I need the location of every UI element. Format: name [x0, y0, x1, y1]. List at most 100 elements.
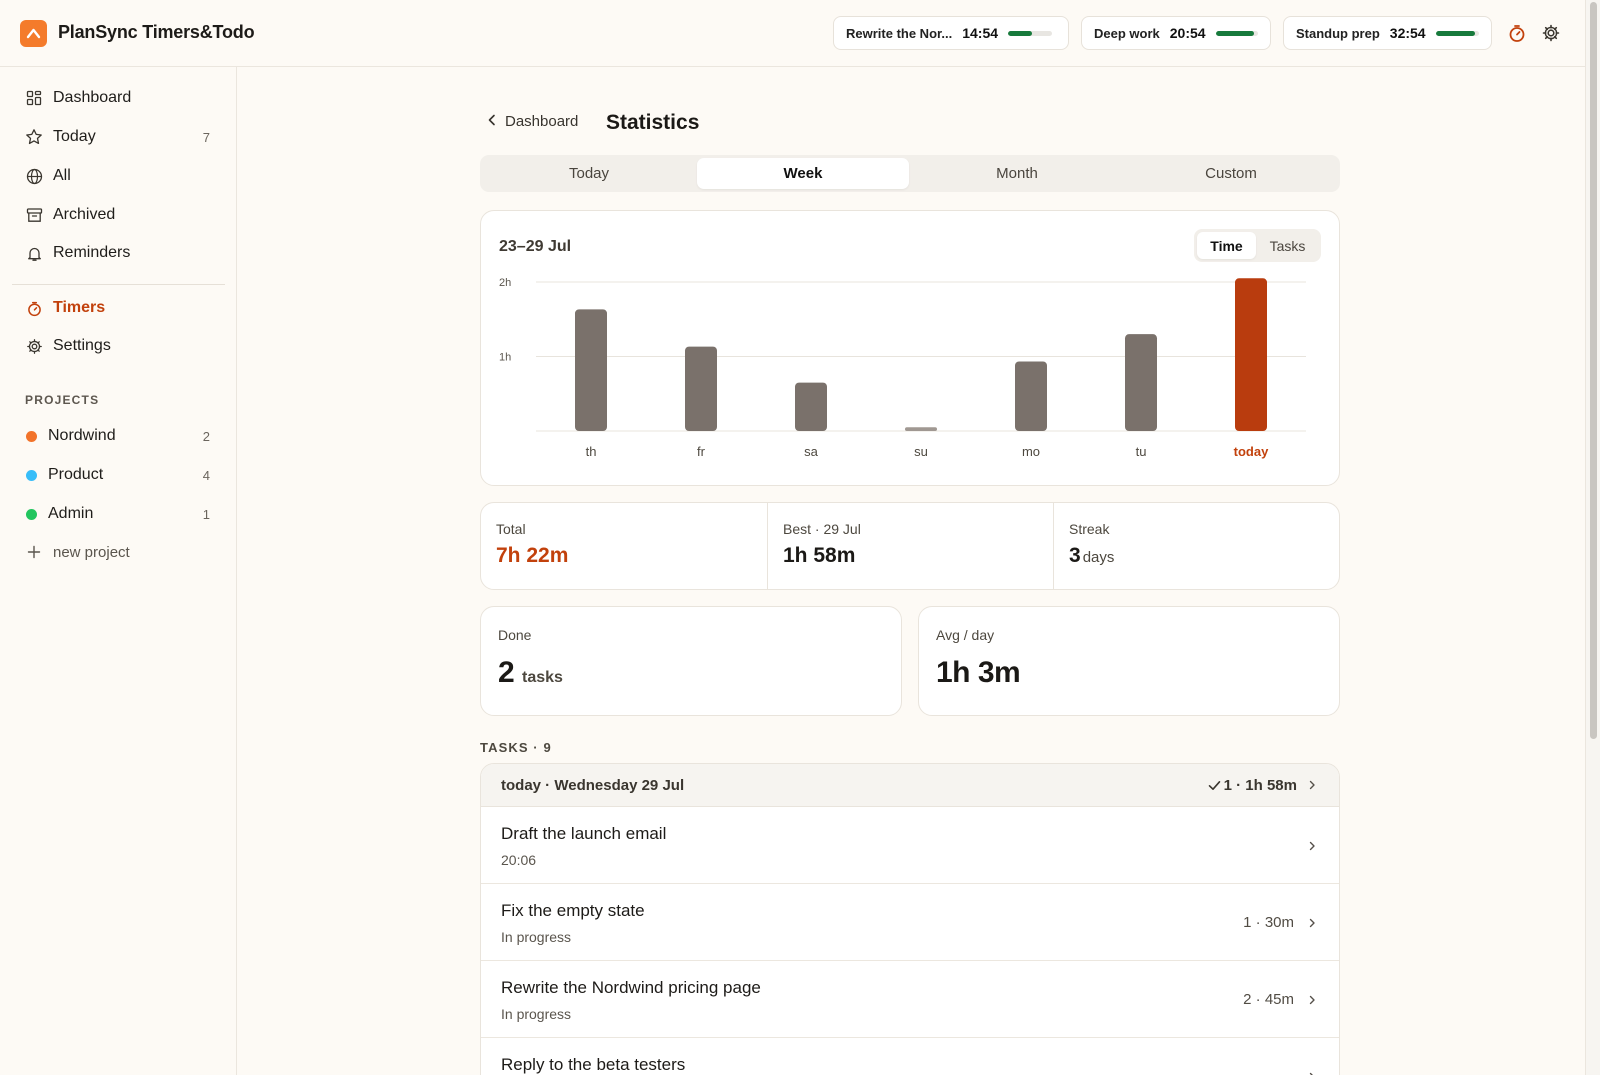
task-title: Fix the empty state: [501, 901, 645, 920]
task-row[interactable]: Fix the empty state In progress 1 · 30m: [481, 884, 1339, 961]
chart-bar-tu[interactable]: [1125, 334, 1157, 431]
tasks-heading: TASKS · 9: [480, 740, 552, 755]
task-title: Rewrite the Nordwind pricing page: [501, 978, 761, 997]
sidebar-item-count: 7: [202, 129, 210, 145]
sidebar-item-label: Today: [53, 128, 96, 145]
plus-icon: [25, 543, 43, 561]
scrollbar-thumb[interactable]: [1590, 2, 1597, 739]
stat-total: Total 7h 22m: [481, 503, 767, 589]
tab-custom[interactable]: Custom: [1205, 165, 1257, 182]
sidebar-item-archived[interactable]: Archived: [12, 197, 225, 233]
chart-bar-su[interactable]: [905, 427, 937, 431]
dashboard-icon: [25, 89, 43, 107]
task-meta: 2 · 45m: [1243, 991, 1294, 1008]
sidebar-item-all[interactable]: All: [12, 158, 225, 194]
task-meta: 1 · 30m: [1243, 914, 1294, 931]
sidebar-item-today[interactable]: Today 7: [12, 119, 225, 155]
timer-progress-bar: [1215, 30, 1258, 36]
sidebar-item-label: All: [53, 167, 71, 184]
toggle-tasks[interactable]: Tasks: [1269, 237, 1306, 254]
stopwatch-icon[interactable]: [1506, 22, 1528, 44]
bell-icon: [25, 244, 43, 262]
chart-card: 23–29 Jul Time Tasks 1h 2h th fr sa su mo tu tod…: [480, 210, 1340, 486]
avg-value: 1h 3m: [936, 656, 1021, 689]
timer-time: 32:54: [1389, 25, 1426, 41]
chart-bar-mo[interactable]: [1015, 361, 1047, 431]
period-tabs: Today Week Month Custom: [480, 155, 1340, 192]
x-tick-label: su: [914, 444, 928, 459]
tab-month[interactable]: Month: [996, 165, 1038, 182]
task-row[interactable]: Rewrite the Nordwind pricing page In pro…: [481, 961, 1339, 1038]
sidebar-divider: [12, 284, 225, 285]
tab-today[interactable]: Today: [568, 165, 610, 182]
group-summary: 1 · 1h 58m: [1223, 776, 1297, 794]
project-color-dot: [26, 469, 37, 481]
y-tick-label: 1h: [499, 352, 511, 364]
chart-bar-today[interactable]: [1235, 278, 1267, 431]
chart-bar-th[interactable]: [575, 309, 607, 431]
stat-value: 7h 22m: [496, 544, 569, 567]
timer-name: Deep work: [1094, 25, 1160, 41]
project-color-dot: [26, 508, 37, 520]
star-icon: [25, 128, 43, 146]
tab-week[interactable]: Week: [697, 158, 909, 189]
running-timer-chip[interactable]: Rewrite the Nor... 14:54: [833, 16, 1069, 50]
sidebar-project-admin[interactable]: Admin 1: [12, 496, 225, 532]
stat-best: Best · 29 Jul 1h 58m: [767, 503, 1053, 589]
chart-bar-fr[interactable]: [685, 346, 717, 431]
project-count: 4: [202, 467, 210, 483]
timer-name: Standup prep: [1296, 25, 1380, 41]
chart-bar-sa[interactable]: [795, 382, 827, 431]
app-logo-icon: [20, 20, 47, 47]
sidebar-project-nordwind[interactable]: Nordwind 2: [12, 418, 225, 454]
x-tick-label: th: [586, 444, 597, 459]
gear-icon[interactable]: [1540, 22, 1562, 44]
timer-progress-bar: [1008, 30, 1053, 36]
avg-card: Avg / day 1h 3m: [918, 606, 1340, 716]
app-title: PlanSync Timers&Todo: [58, 22, 255, 42]
timer-time: 20:54: [1169, 25, 1206, 41]
task-subtitle: In progress: [501, 1006, 572, 1022]
new-project-button[interactable]: new project: [12, 534, 225, 570]
task-group-header[interactable]: today · Wednesday 29 Jul 1 · 1h 58m: [481, 764, 1339, 807]
sidebar-item-settings[interactable]: Settings: [12, 328, 225, 364]
stat-streak: Streak 3 days: [1053, 503, 1339, 589]
sidebar-item-label: Dashboard: [53, 89, 132, 106]
toggle-time[interactable]: Time: [1197, 232, 1256, 259]
task-row[interactable]: Reply to the beta testers: [481, 1038, 1339, 1075]
sidebar-item-reminders[interactable]: Reminders: [12, 235, 225, 271]
sidebar-item-timers[interactable]: Timers: [12, 290, 225, 326]
back-link-label: Dashboard: [505, 113, 579, 130]
sidebar-item-label: Archived: [53, 206, 116, 223]
back-to-dashboard-link[interactable]: Dashboard: [487, 113, 578, 130]
gear-icon: [25, 337, 43, 355]
x-tick-label: today: [1234, 444, 1269, 459]
x-tick-label: tu: [1136, 444, 1147, 459]
timer-name: Rewrite the Nor...: [846, 25, 953, 41]
projects-heading: PROJECTS: [25, 393, 100, 407]
sidebar-item-dashboard[interactable]: Dashboard: [12, 80, 225, 116]
check-icon: [1208, 777, 1224, 794]
sidebar-item-label: Timers: [53, 299, 106, 316]
tasks-list: today · Wednesday 29 Jul 1 · 1h 58m Draf…: [480, 763, 1340, 1075]
metric-toggle: Time Tasks: [1194, 229, 1321, 262]
running-timer-chip[interactable]: Deep work 20:54: [1081, 16, 1271, 50]
chevron-right-icon: [1307, 918, 1317, 928]
avg-label: Avg / day: [936, 627, 995, 643]
task-row[interactable]: Draft the launch email 20:06: [481, 807, 1339, 884]
task-title: Draft the launch email: [501, 824, 667, 843]
stats-summary: Total 7h 22m Best · 29 Jul 1h 58m Streak…: [480, 502, 1340, 590]
chevron-left-icon: [487, 113, 497, 130]
group-label: today · Wednesday 29 Jul: [501, 776, 685, 794]
chevron-right-icon: [1307, 995, 1317, 1005]
new-project-label: new project: [53, 543, 130, 561]
stat-label: Streak: [1069, 521, 1110, 537]
y-tick-label: 2h: [499, 277, 511, 289]
sidebar-project-product[interactable]: Product 4: [12, 457, 225, 493]
project-color-dot: [26, 430, 37, 442]
project-count: 1: [202, 506, 210, 522]
done-label: Done: [498, 627, 532, 643]
sidebar: Dashboard Today 7 All Archived Reminders…: [0, 67, 237, 1075]
running-timer-chip[interactable]: Standup prep 32:54: [1283, 16, 1492, 50]
page-scrollbar[interactable]: [1585, 0, 1600, 1075]
